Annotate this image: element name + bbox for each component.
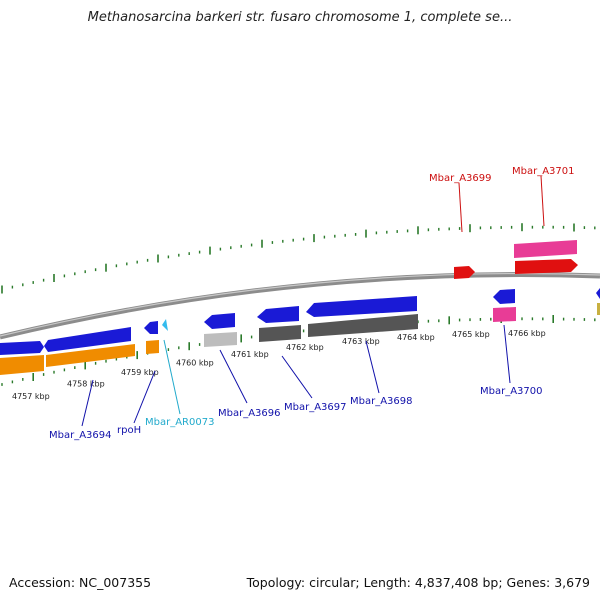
axis-tick-label: 4759 kbp xyxy=(121,368,159,377)
gene-feature[interactable] xyxy=(306,296,417,317)
gene-label-mbar-a3700[interactable]: Mbar_A3700 xyxy=(480,386,543,397)
gene-label-mbar-a3697[interactable]: Mbar_A3697 xyxy=(284,402,347,413)
label-leaders xyxy=(81,175,545,427)
red-feature[interactable] xyxy=(454,266,475,279)
cds-feature[interactable] xyxy=(46,344,135,367)
cds-feature[interactable] xyxy=(146,340,159,354)
axis-tick-label: 4765 kbp xyxy=(452,330,490,339)
axis-tick-label: 4760 kbp xyxy=(176,358,214,367)
cds-feature[interactable] xyxy=(0,355,44,375)
gene-feature[interactable] xyxy=(257,306,299,323)
pink-feature[interactable] xyxy=(514,240,577,258)
gene-feature[interactable] xyxy=(204,313,235,329)
pseudo-feature[interactable] xyxy=(204,332,237,347)
gene-feature[interactable] xyxy=(44,327,131,352)
gene-label-mbar-a3694[interactable]: Mbar_A3694 xyxy=(49,430,112,441)
gene-label-mbar-a3696[interactable]: Mbar_A3696 xyxy=(218,408,281,419)
gene-features xyxy=(0,240,600,375)
gene-feature[interactable] xyxy=(596,288,600,299)
dark-feature[interactable] xyxy=(308,314,418,337)
gene-label-mbar-ar0073[interactable]: Mbar_AR0073 xyxy=(145,417,214,428)
axis-tick-label: 4761 kbp xyxy=(231,350,269,359)
axis-tick-label: 4757 kbp xyxy=(12,392,50,401)
axis-labels: 4757 kbp 4758 kbp 4759 kbp 4760 kbp 4761 kbp… xyxy=(12,329,546,401)
gene-label-mbar-a3701[interactable]: Mbar_A3701 xyxy=(512,166,575,177)
axis-tick-label: 4766 kbp xyxy=(508,329,546,338)
edge-feature[interactable] xyxy=(597,303,600,315)
map-title: Methanosarcina barkeri str. fusaro chrom… xyxy=(87,10,513,25)
topology-summary: Topology: circular; Length: 4,837,408 bp… xyxy=(246,575,590,590)
dark-feature[interactable] xyxy=(259,325,301,342)
chromosome-backbone xyxy=(0,272,600,340)
tick-row-upper xyxy=(1,223,596,294)
axis-tick-label: 4758 kbp xyxy=(67,379,105,388)
red-feature[interactable] xyxy=(515,259,578,274)
pink-feature[interactable] xyxy=(493,307,516,322)
gene-label-rpoh[interactable]: rpoH xyxy=(117,425,141,436)
axis-tick-label: 4764 kbp xyxy=(397,333,435,342)
ncrna-feature[interactable] xyxy=(162,319,168,331)
gene-feature[interactable] xyxy=(493,289,515,304)
gene-label-mbar-a3698[interactable]: Mbar_A3698 xyxy=(350,396,413,407)
axis-tick-label: 4763 kbp xyxy=(342,337,380,346)
gene-feature[interactable] xyxy=(0,341,44,355)
accession-text: Accession: NC_007355 xyxy=(9,575,152,590)
gene-feature[interactable] xyxy=(144,321,158,334)
axis-tick-label: 4762 kbp xyxy=(286,343,324,352)
gene-label-mbar-a3699[interactable]: Mbar_A3699 xyxy=(429,173,492,184)
